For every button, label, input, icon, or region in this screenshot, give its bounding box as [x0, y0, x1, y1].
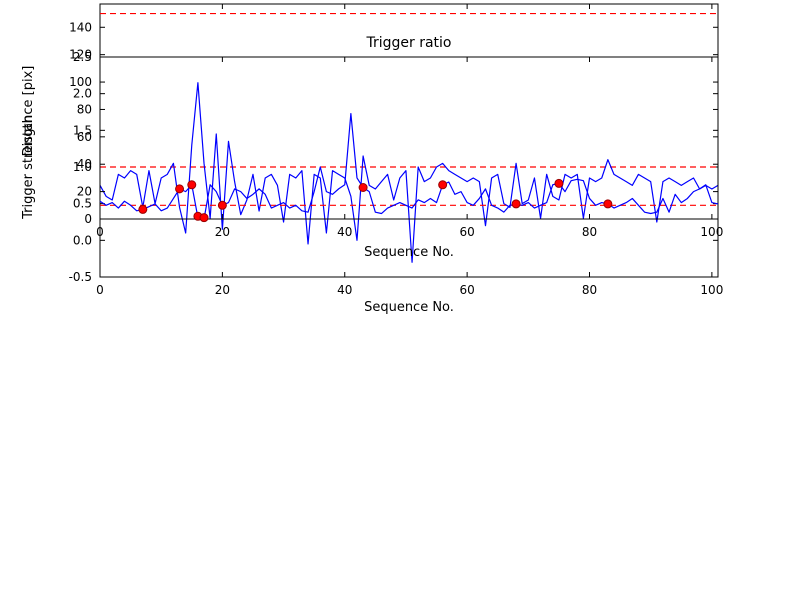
top-xlabel: Sequence No. — [364, 300, 454, 315]
x-tick-label: 80 — [582, 225, 597, 239]
y-tick-label: 40 — [77, 157, 92, 171]
x-tick-label: 0 — [96, 283, 104, 297]
marker-dot — [199, 213, 209, 223]
bottom-xlabel: Sequence No. — [364, 245, 454, 260]
x-tick-label: 100 — [700, 283, 723, 297]
y-tick-label: 20 — [77, 185, 92, 199]
y-tick-label: 120 — [69, 48, 92, 62]
y-tick-label: 0.0 — [73, 233, 92, 247]
x-tick-label: 20 — [215, 283, 230, 297]
y-tick-label: 1.0 — [73, 160, 92, 174]
y-tick-label: 0.5 — [73, 197, 92, 211]
x-tick-label: 60 — [459, 283, 474, 297]
y-tick-label: 100 — [69, 75, 92, 89]
marker-dot — [138, 204, 148, 214]
x-tick-label: 0 — [96, 225, 104, 239]
y-tick-label: 1.5 — [73, 123, 92, 137]
x-tick-label: 80 — [582, 283, 597, 297]
top-ylabel: Trigger strength — [21, 115, 36, 220]
x-tick-label: 40 — [337, 283, 352, 297]
x-tick-label: 60 — [459, 225, 474, 239]
marker-dot — [438, 180, 448, 190]
x-tick-label: 100 — [700, 225, 723, 239]
marker-dot — [187, 180, 197, 190]
marker-dot — [603, 199, 613, 209]
x-tick-label: 40 — [337, 225, 352, 239]
data-line — [99, 112, 719, 220]
y-tick-label: -0.5 — [69, 270, 92, 284]
marker-dot — [358, 183, 368, 193]
y-tick-label: 80 — [77, 102, 92, 116]
bottom-ylabel: Distance [pix] — [21, 66, 36, 157]
x-tick-label: 20 — [215, 225, 230, 239]
marker-dot — [175, 184, 185, 194]
y-tick-label: 0 — [84, 212, 92, 226]
marker-dot — [511, 199, 521, 209]
y-tick-label: 2.5 — [73, 50, 92, 64]
data-line — [99, 82, 719, 263]
y-tick-label: 60 — [77, 130, 92, 144]
bottom-chart: Sequence No. Distance [pix] 0 20 40 60 80 100… — [21, 3, 723, 260]
chart-title: Trigger ratio — [365, 35, 451, 51]
y-tick-label: 2.0 — [73, 87, 92, 101]
axes-frame — [99, 3, 719, 220]
y-tick-label: 140 — [69, 20, 92, 34]
bottom-chart-plot: 0 20 40 60 80 100 0 20 40 60 80 100 120 140 — [69, 3, 723, 239]
marker-dot — [554, 178, 564, 188]
marker-dot — [217, 200, 227, 210]
